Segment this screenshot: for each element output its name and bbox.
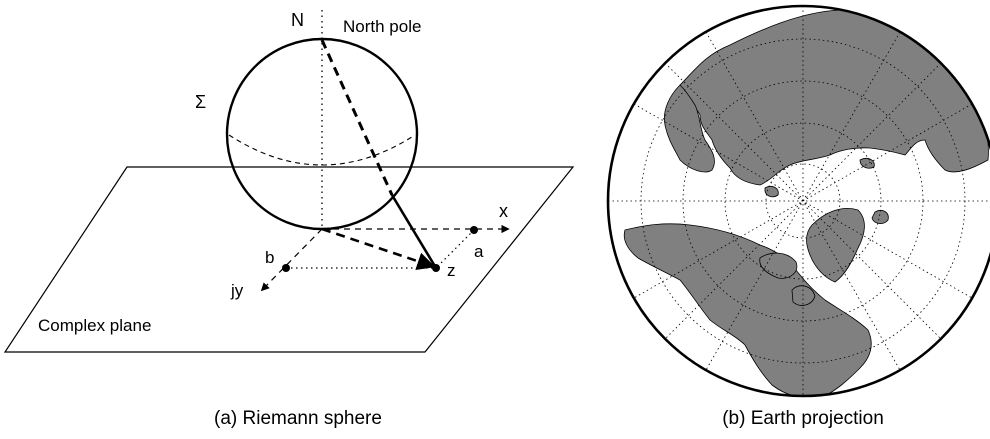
jy-axis <box>260 228 323 292</box>
label-N: N <box>291 10 304 30</box>
point-z <box>432 264 440 272</box>
landmass-iceland <box>871 210 889 224</box>
projection-line-inside <box>320 39 394 196</box>
caption-riemann-sphere: (a) Riemann sphere <box>214 408 382 429</box>
label-x: x <box>499 201 508 221</box>
label-b: b <box>265 248 274 267</box>
caption-earth-projection: (b) Earth projection <box>722 408 884 429</box>
graticule <box>608 6 990 396</box>
projection-line-outside <box>390 194 438 269</box>
earth-projection-panel: (b) Earth projection <box>606 4 990 429</box>
earth-outline <box>606 4 990 398</box>
landmass-svalbard <box>764 186 779 198</box>
label-a: a <box>474 242 484 261</box>
point-a <box>470 226 478 234</box>
label-north-pole: North pole <box>343 17 421 36</box>
label-jy: jy <box>230 281 244 300</box>
landmass-baffin <box>791 285 816 306</box>
landmass-north-america <box>623 223 872 396</box>
landmass-europe <box>663 84 715 173</box>
complex-plane <box>3 166 575 353</box>
riemann-sphere <box>225 37 419 231</box>
riemann-sphere-panel: N North pole Σ x a b z jy Complex plane … <box>3 10 575 429</box>
label-z: z <box>447 261 456 280</box>
label-sigma: Σ <box>195 92 206 112</box>
label-complex-plane: Complex plane <box>38 316 151 335</box>
origin-to-z-vector <box>321 227 436 270</box>
point-b <box>282 264 290 272</box>
landmass-new-siberian <box>859 158 875 169</box>
sphere-equator-front <box>228 134 416 166</box>
